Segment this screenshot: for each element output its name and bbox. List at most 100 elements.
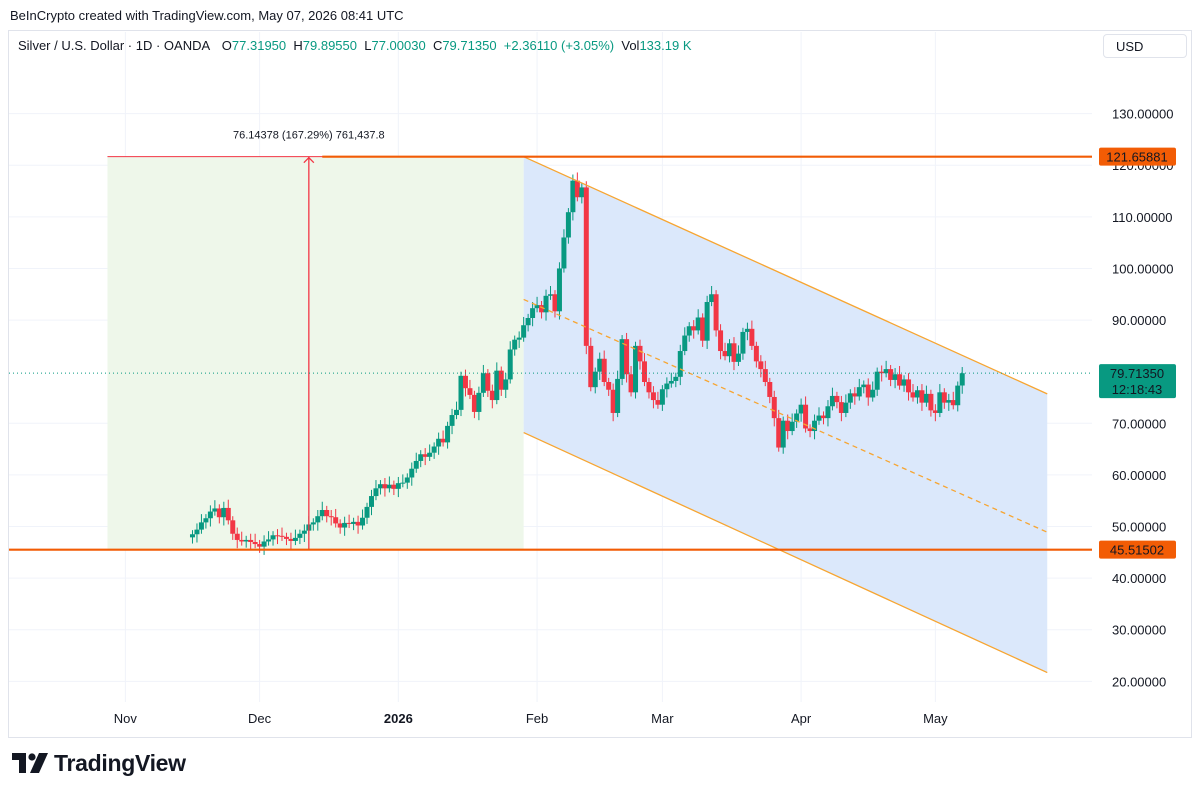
candle-body xyxy=(310,522,316,525)
candle-body xyxy=(216,508,222,518)
candle-body xyxy=(601,358,607,382)
symbol-title[interactable]: Silver / U.S. Dollar · 1D · OANDA xyxy=(18,38,211,53)
candle-body xyxy=(865,384,871,398)
candle-body xyxy=(283,536,289,539)
candle-body xyxy=(319,510,325,517)
candle-body xyxy=(203,518,209,523)
range-measure-label: 76.14378 (167.29%) 761,437.8 xyxy=(233,130,385,142)
candle-body xyxy=(959,373,965,386)
candle-body xyxy=(364,506,370,518)
candle-body xyxy=(659,389,665,405)
high-label: H xyxy=(293,38,303,53)
candle-body xyxy=(856,387,862,397)
candle-body xyxy=(691,326,697,331)
price-axis-tick: 20.00000 xyxy=(1112,674,1166,689)
candle-body xyxy=(932,410,938,413)
candle-body xyxy=(673,376,679,381)
candle-body xyxy=(740,331,746,354)
level-price-tag-label: 45.51502 xyxy=(1110,543,1164,558)
candle-body xyxy=(221,507,227,518)
candle-body xyxy=(292,537,298,541)
low-value: 77.00030 xyxy=(371,38,426,53)
candle-body xyxy=(928,393,934,411)
candle-body xyxy=(257,544,263,547)
candle-body xyxy=(803,404,809,429)
candle-body xyxy=(266,539,272,542)
candle-body xyxy=(548,294,553,296)
candle-body xyxy=(834,395,840,403)
candle-body xyxy=(888,369,894,380)
candle-body xyxy=(239,539,245,542)
candles xyxy=(189,172,965,555)
last-price-tag-label: 79.71350 xyxy=(1110,366,1164,381)
candle-body xyxy=(709,294,715,302)
candle-body xyxy=(686,326,692,336)
candle-body xyxy=(744,328,750,332)
candle-body xyxy=(731,343,737,362)
candle-body xyxy=(825,406,831,419)
candle-body xyxy=(883,369,889,374)
candle-body xyxy=(776,418,782,448)
candle-body xyxy=(843,402,849,413)
candle-body xyxy=(641,361,647,382)
candle-body xyxy=(753,345,759,362)
candle-body xyxy=(404,477,410,483)
close-value: 79.71350 xyxy=(442,38,497,53)
channel-middle-line xyxy=(523,298,1048,533)
candle-body xyxy=(279,535,285,537)
candle-body xyxy=(225,507,231,521)
candle-body xyxy=(923,393,929,403)
candle-body xyxy=(870,389,876,398)
candle-body xyxy=(592,371,598,388)
candle-body xyxy=(449,415,455,426)
candle-body xyxy=(700,317,706,341)
candle-body xyxy=(445,425,451,443)
candle-body xyxy=(395,483,401,489)
candle-body xyxy=(570,180,576,213)
candle-body xyxy=(198,522,204,530)
candle-body xyxy=(838,402,844,413)
candle-body xyxy=(579,187,585,198)
candle-body xyxy=(664,383,670,390)
tradingview-logo[interactable]: TradingView xyxy=(12,750,186,777)
candle-body xyxy=(436,438,442,447)
candle-body xyxy=(816,415,822,421)
open-label: O xyxy=(221,38,232,53)
price-axis-tick: 40.00000 xyxy=(1112,571,1166,586)
candle-body xyxy=(695,317,701,331)
channel-fill xyxy=(523,156,1048,673)
time-axis-tick: Nov xyxy=(114,711,138,726)
candle-body xyxy=(454,409,460,416)
level-price-tag xyxy=(1099,540,1176,559)
candle-body xyxy=(360,517,366,526)
candle-body xyxy=(615,378,621,413)
price-axis-tick: 50.00000 xyxy=(1112,520,1166,535)
currency-selector[interactable]: USD xyxy=(1103,34,1187,58)
candle-body xyxy=(597,358,603,372)
candle-body xyxy=(207,511,213,519)
candle-body xyxy=(270,535,276,540)
candle-body xyxy=(901,379,907,386)
candle-body xyxy=(440,438,446,443)
candle-body xyxy=(624,339,630,375)
candle-body xyxy=(386,484,392,489)
candle-body xyxy=(937,392,943,413)
candle-body xyxy=(480,373,486,393)
close-label: C xyxy=(432,38,443,53)
open-value: 77.31950 xyxy=(231,38,287,53)
price-axis-tick: 130.00000 xyxy=(1112,107,1173,122)
candle-body xyxy=(243,539,249,542)
candle-body xyxy=(780,420,786,448)
candle-body xyxy=(230,520,236,534)
candle-body xyxy=(539,305,545,313)
chart-frame xyxy=(8,30,1192,738)
candle-body xyxy=(628,374,634,393)
time-axis-tick: Mar xyxy=(651,711,674,726)
candle-body xyxy=(333,517,339,524)
level-price-tag-label: 121.65881 xyxy=(1106,150,1167,165)
candle-body xyxy=(552,294,558,312)
candle-body xyxy=(373,488,379,497)
candle-body xyxy=(914,390,920,398)
level-price-tag xyxy=(1099,147,1176,166)
